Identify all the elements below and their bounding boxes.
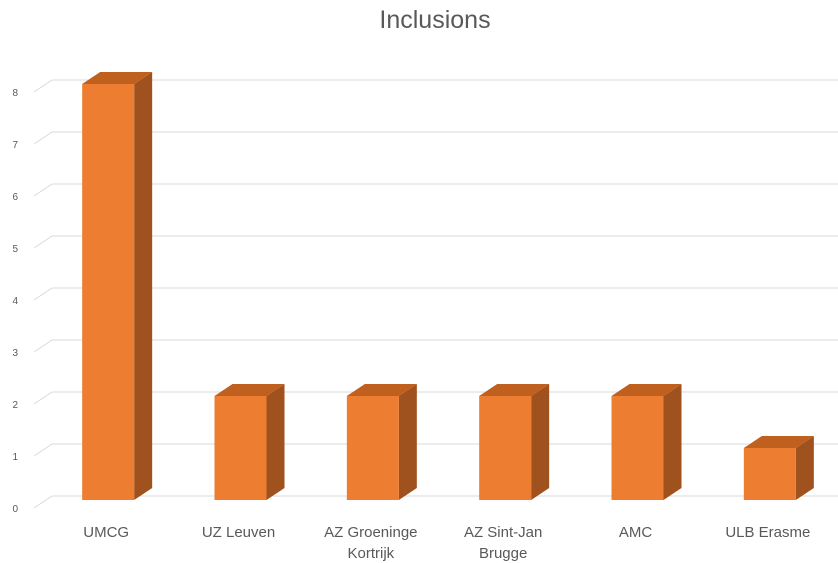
bar-front (214, 396, 267, 500)
y-tick-label: 6 (12, 192, 18, 203)
gridline-diagonal (33, 235, 53, 249)
x-tick-label-line: AZ Groeninge (324, 524, 417, 541)
bar-top (346, 384, 417, 396)
gridline-diagonal (33, 131, 53, 145)
bar-top (479, 384, 550, 396)
x-tick-label: AZ Sint-Jan Brugge (464, 524, 542, 562)
bar-top (743, 436, 814, 448)
x-tick-label-line: Brugge (479, 545, 527, 562)
x-tick-label-line: AZ Sint-Jan (464, 524, 542, 541)
y-tick-label: 8 (12, 88, 18, 99)
x-tick-label: AZ Groeninge Kortrijk (324, 524, 417, 562)
x-tick-label-line: Kortrijk (347, 545, 394, 562)
gridlines (33, 79, 838, 509)
x-tick-label-line: ULB Erasme (725, 524, 810, 541)
gridline-diagonal (33, 443, 53, 457)
bar-top (82, 72, 153, 84)
x-tick-label: AMC (619, 524, 653, 541)
bar-side (663, 384, 682, 500)
bar (479, 384, 550, 500)
x-tick-label-line: UMCG (83, 524, 129, 541)
gridline-diagonal (33, 339, 53, 353)
bar (82, 72, 153, 500)
bar (346, 384, 417, 500)
bar-top (611, 384, 682, 396)
bars (82, 72, 814, 500)
y-tick-label: 3 (12, 348, 18, 359)
bar-front (479, 396, 532, 500)
y-tick-label: 2 (12, 400, 18, 411)
x-tick-label-line: AMC (619, 524, 653, 541)
y-axis: 0 1 2 3 4 5 6 7 8 (12, 88, 18, 515)
y-tick-label: 0 (12, 504, 18, 515)
bar-side (795, 436, 814, 500)
bar-side (266, 384, 285, 500)
x-tick-label: UMCG (83, 524, 129, 541)
gridline-diagonal (33, 391, 53, 405)
gridline-diagonal (33, 495, 53, 509)
y-tick-label: 7 (12, 140, 18, 151)
gridline-diagonal (33, 287, 53, 301)
bar (743, 436, 814, 500)
chart-title: Inclusions (379, 6, 491, 34)
x-axis: UMCG UZ Leuven AZ Groeninge Kortrijk AZ Sint… (83, 524, 810, 562)
bar (214, 384, 285, 500)
y-tick-label: 5 (12, 244, 18, 255)
bar-top (214, 384, 285, 396)
y-tick-label: 4 (12, 296, 18, 307)
gridline-diagonal (33, 183, 53, 197)
bar-front (346, 396, 399, 500)
gridline-diagonal (33, 79, 53, 93)
bar-side (398, 384, 417, 500)
bar-front (611, 396, 664, 500)
bar-side (134, 72, 153, 500)
y-tick-label: 1 (12, 452, 18, 463)
bar-side (531, 384, 550, 500)
x-tick-label: ULB Erasme (725, 524, 810, 541)
x-tick-label-line: UZ Leuven (202, 524, 275, 541)
bar (611, 384, 682, 500)
bar-front (743, 448, 796, 500)
x-tick-label: UZ Leuven (202, 524, 275, 541)
bar-front (82, 84, 135, 500)
